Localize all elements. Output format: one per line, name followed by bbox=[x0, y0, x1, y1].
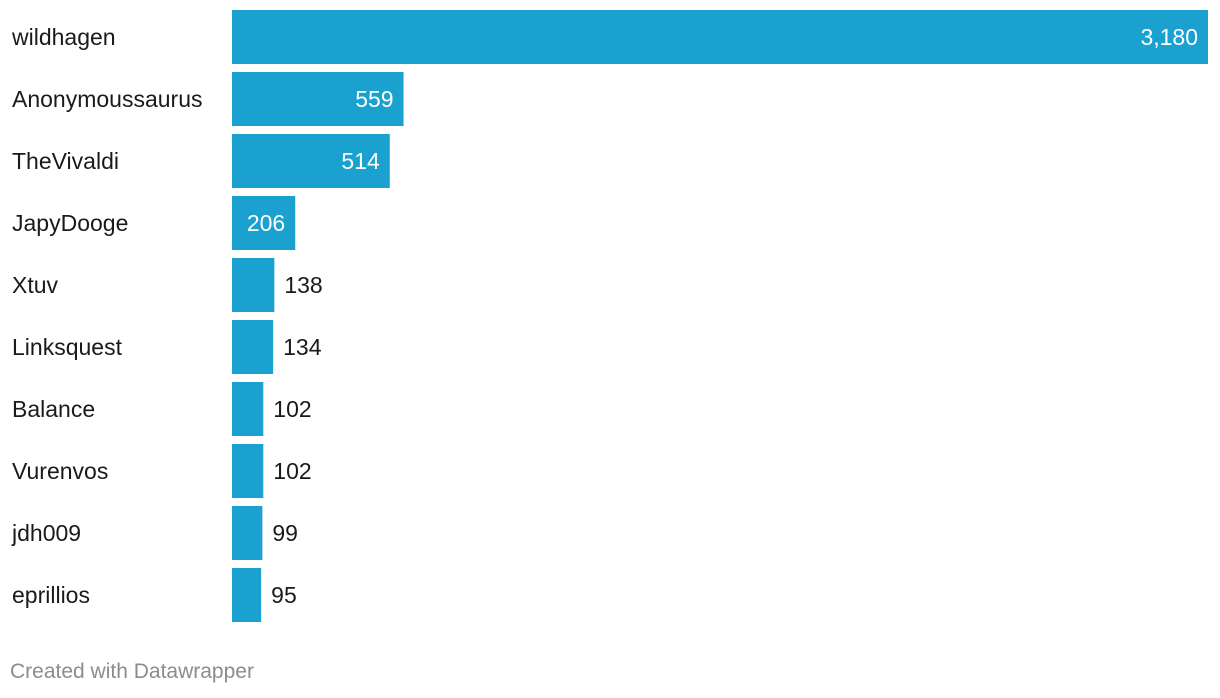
bar bbox=[232, 320, 274, 374]
category-label: wildhagen bbox=[11, 24, 116, 50]
value-label: 138 bbox=[284, 272, 322, 298]
value-label: 102 bbox=[273, 396, 311, 422]
category-label: TheVivaldi bbox=[12, 148, 119, 174]
category-label: eprillios bbox=[12, 582, 90, 608]
bar bbox=[232, 72, 404, 126]
category-label: Balance bbox=[12, 396, 95, 422]
value-label: 559 bbox=[355, 86, 393, 112]
value-label: 514 bbox=[341, 148, 380, 174]
value-label: 3,180 bbox=[1140, 24, 1198, 50]
value-label: 134 bbox=[283, 334, 322, 360]
bar bbox=[232, 258, 275, 312]
bar bbox=[232, 382, 264, 436]
category-label: Xtuv bbox=[12, 272, 59, 298]
value-label: 102 bbox=[273, 458, 311, 484]
bar bbox=[232, 10, 1208, 64]
bar bbox=[232, 134, 390, 188]
bar bbox=[232, 506, 263, 560]
value-label: 95 bbox=[271, 582, 297, 608]
bar bbox=[232, 444, 264, 498]
category-label: Anonymoussaurus bbox=[12, 86, 203, 112]
category-label: Vurenvos bbox=[12, 458, 108, 484]
bar bbox=[232, 196, 296, 250]
category-label: jdh009 bbox=[11, 520, 81, 546]
category-label: Linksquest bbox=[12, 334, 123, 360]
footer-credit: Created with Datawrapper bbox=[10, 660, 254, 683]
value-label: 206 bbox=[247, 210, 285, 236]
value-label: 99 bbox=[272, 520, 298, 546]
bar-chart: wildhagen 3,180 Anonymoussaurus 559 TheVival… bbox=[11, 10, 1208, 622]
bar bbox=[232, 568, 262, 622]
category-label: JapyDooge bbox=[12, 210, 128, 236]
